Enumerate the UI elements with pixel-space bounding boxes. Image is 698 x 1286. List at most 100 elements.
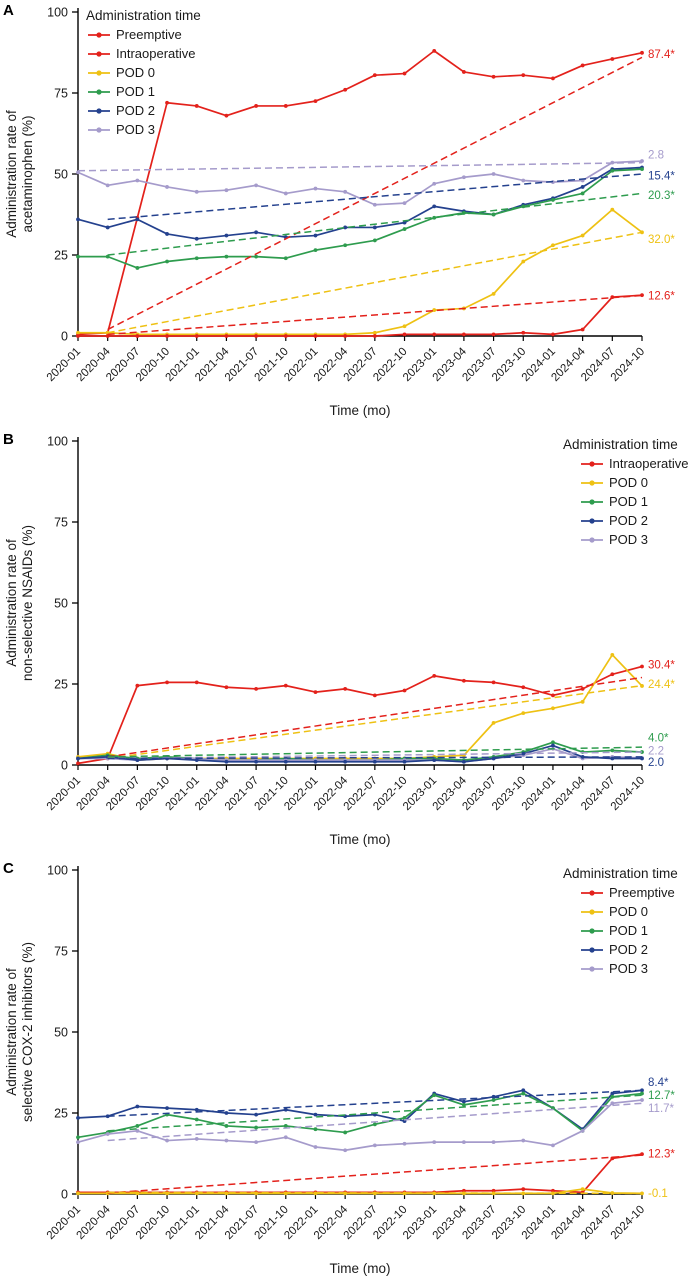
x-axis-label: Time (mo) bbox=[330, 1261, 391, 1276]
trend-pod-1 bbox=[107, 746, 643, 758]
series-pod-1 bbox=[77, 1092, 643, 1139]
end-label-intraoperative: 87.4* bbox=[648, 49, 675, 61]
svg-text:75: 75 bbox=[54, 516, 68, 530]
legend-item-pod-1: POD 1 bbox=[116, 84, 155, 99]
trend-pod-3 bbox=[77, 161, 643, 172]
end-label-preemptive: 12.3* bbox=[648, 1149, 675, 1161]
end-label-pod-0: -0.1 bbox=[648, 1188, 668, 1200]
svg-text:non-selective NSAIDs (%): non-selective NSAIDs (%) bbox=[20, 525, 35, 681]
panel-label-c: C bbox=[3, 860, 14, 877]
panel-c: C 0 25 50 75 100 2020-01 2020-04 2020-07 2020-10… bbox=[0, 858, 698, 1286]
y-axis-label: Administration rate of acetaminophen (%) bbox=[4, 110, 35, 238]
trend-pod-1 bbox=[107, 192, 643, 256]
end-label-pod-1: 4.0* bbox=[648, 732, 669, 744]
legend-item-pod-1: POD 1 bbox=[609, 494, 648, 509]
legend-item-preemptive: Preemptive bbox=[609, 885, 675, 900]
svg-text:50: 50 bbox=[54, 168, 68, 182]
svg-text:50: 50 bbox=[54, 1026, 68, 1040]
trend-intraoperative bbox=[107, 676, 643, 758]
x-axis-ticks: 2020-012020-042020-072020-102021-012021-… bbox=[45, 1194, 647, 1242]
x-axis-ticks: 2020-012020-042020-072020-102021-012021-… bbox=[45, 765, 647, 813]
svg-text:75: 75 bbox=[54, 945, 68, 959]
trend-pod-1 bbox=[107, 1094, 643, 1132]
svg-text:Time (mo): Time (mo) bbox=[330, 1261, 391, 1276]
end-label-pod-2: 15.4* bbox=[648, 171, 675, 183]
axes bbox=[77, 437, 642, 766]
series-preemptive bbox=[78, 294, 643, 337]
svg-text:selective COX-2 inhibitors (%): selective COX-2 inhibitors (%) bbox=[20, 942, 35, 1122]
series-pod-0 bbox=[78, 208, 643, 336]
chart-B: 0 25 50 75 100 2020-012020-042020-072020-1020… bbox=[4, 435, 689, 848]
legend-item-pod-0: POD 0 bbox=[609, 904, 648, 919]
chart-C: 0 25 50 75 100 2020-012020-042020-072020-1020… bbox=[4, 864, 678, 1277]
series-pod-2 bbox=[77, 166, 643, 240]
legend-item-pod-3: POD 3 bbox=[609, 961, 648, 976]
end-label-intraoperative: 30.4* bbox=[648, 660, 675, 672]
trend-lines bbox=[107, 676, 643, 760]
svg-text:Time (mo): Time (mo) bbox=[330, 403, 391, 418]
series-lines bbox=[76, 48, 644, 338]
legend-item-pod-2: POD 2 bbox=[609, 942, 648, 957]
end-label-preemptive: 12.6* bbox=[648, 291, 675, 303]
svg-text:100: 100 bbox=[47, 435, 68, 449]
series-lines bbox=[76, 1088, 644, 1196]
trend-lines bbox=[107, 1089, 643, 1195]
series-lines bbox=[76, 652, 644, 766]
legend: Administration time Preemptive POD 0 POD 1 P… bbox=[563, 866, 678, 976]
svg-text:Administration rate of: Administration rate of bbox=[4, 968, 19, 1096]
x-axis-ticks: 2020-012020-042020-072020-102021-012021-… bbox=[45, 336, 647, 384]
series-pod-3 bbox=[77, 1099, 643, 1152]
legend-item-pod-0: POD 0 bbox=[609, 475, 648, 490]
trend-preemptive bbox=[107, 1154, 643, 1194]
legend-item-pod-3: POD 3 bbox=[609, 532, 648, 547]
svg-text:100: 100 bbox=[47, 6, 68, 20]
svg-text:0: 0 bbox=[61, 759, 68, 773]
legend-item-pod-2: POD 2 bbox=[609, 513, 648, 528]
svg-text:0: 0 bbox=[61, 1188, 68, 1202]
svg-text:Administration rate of: Administration rate of bbox=[4, 539, 19, 667]
legend-title: Administration time bbox=[563, 866, 678, 881]
trend-intraoperative bbox=[107, 56, 643, 331]
trend-preemptive bbox=[107, 294, 643, 336]
end-label-pod-1: 12.7* bbox=[648, 1090, 675, 1102]
y-axis-label: Administration rate of non-selective NSAI… bbox=[4, 525, 35, 681]
legend-item-intraoperative: Intraoperative bbox=[116, 46, 196, 61]
end-label-pod-2: 8.4* bbox=[648, 1077, 669, 1089]
trend-pod-3 bbox=[107, 751, 643, 760]
end-labels: 8.4*12.7*11.7* 12.3* -0.1 bbox=[648, 1077, 675, 1200]
trend-lines bbox=[77, 56, 643, 336]
svg-text:Time (mo): Time (mo) bbox=[330, 832, 391, 847]
svg-text:25: 25 bbox=[54, 249, 68, 263]
trend-pod-0 bbox=[107, 684, 643, 760]
series-pod-2 bbox=[77, 1089, 643, 1131]
legend: Administration time Intraoperative POD 0 PO… bbox=[563, 437, 689, 547]
trend-pod-2 bbox=[107, 173, 643, 221]
y-axis-ticks: 0 25 50 75 100 bbox=[47, 435, 78, 773]
axes bbox=[77, 866, 642, 1195]
end-label-pod-2: 2.0 bbox=[648, 757, 664, 769]
legend-item-preemptive: Preemptive bbox=[116, 27, 182, 42]
y-axis-label: Administration rate of selective COX-2 in… bbox=[4, 942, 35, 1122]
svg-text:acetaminophen (%): acetaminophen (%) bbox=[20, 115, 35, 232]
panel-a: A 0 25 50 75 100 2020-01 2020-04 2020-07 2020-10… bbox=[0, 0, 698, 429]
end-labels: 30.4* 24.4* 4.0*2.22.0 bbox=[648, 660, 675, 769]
end-labels: 87.4* 2.8 15.4* 20.3* 32.0* 12.6* bbox=[648, 49, 675, 302]
svg-text:75: 75 bbox=[54, 87, 68, 101]
svg-text:0: 0 bbox=[61, 330, 68, 344]
svg-text:25: 25 bbox=[54, 678, 68, 692]
legend: Administration time Preemptive Intraoperat… bbox=[86, 8, 201, 137]
trend-pod-3 bbox=[107, 1102, 643, 1142]
series-preemptive bbox=[78, 1153, 643, 1194]
y-axis-ticks: 0 25 50 75 100 bbox=[47, 6, 78, 344]
y-axis-ticks: 0 25 50 75 100 bbox=[47, 864, 78, 1202]
panel-label-a: A bbox=[3, 2, 14, 19]
end-label-pod-3: 11.7* bbox=[648, 1103, 675, 1115]
x-axis-label: Time (mo) bbox=[330, 832, 391, 847]
legend-item-pod-3: POD 3 bbox=[116, 122, 155, 137]
end-label-pod-3: 2.8 bbox=[648, 150, 664, 162]
legend-item-intraoperative: Intraoperative bbox=[609, 456, 689, 471]
legend-title: Administration time bbox=[86, 8, 201, 23]
legend-title: Administration time bbox=[563, 437, 678, 452]
svg-text:100: 100 bbox=[47, 864, 68, 878]
